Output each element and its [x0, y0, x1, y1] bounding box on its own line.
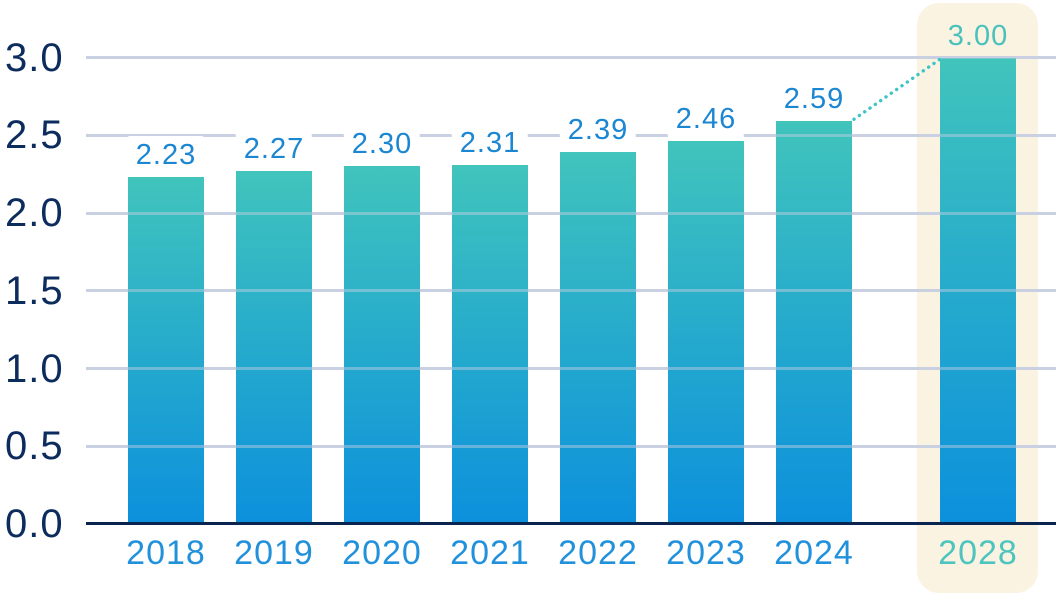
x-label-2022: 2022 [558, 534, 638, 572]
x-label-2023: 2023 [666, 534, 746, 572]
bar-2024 [776, 121, 852, 524]
value-label-2024: 2.59 [775, 80, 853, 120]
gridline-overlay-3.0 [86, 56, 1056, 59]
bar-2022 [560, 152, 636, 524]
value-label-2022: 2.39 [559, 111, 637, 151]
y-tick-3.0: 3.0 [5, 35, 64, 80]
bar-2018 [128, 177, 204, 524]
value-label-2019: 2.27 [235, 130, 313, 169]
y-tick-1.0: 1.0 [5, 346, 64, 391]
gridline-overlay-1.5 [86, 289, 1056, 293]
y-tick-2.0: 2.0 [5, 191, 64, 235]
value-label-2028: 3.00 [947, 19, 1009, 52]
gridline-overlay-2.0 [86, 211, 1056, 215]
y-tick-0.5: 0.5 [5, 424, 64, 469]
x-label-2024: 2024 [774, 534, 854, 572]
y-tick-0.0: 0.0 [5, 502, 64, 546]
x-label-2019: 2019 [234, 534, 314, 572]
bar-2019 [236, 171, 312, 524]
x-label-2028: 2028 [938, 534, 1018, 572]
value-label-2021: 2.31 [451, 123, 529, 163]
gridline-3.0 [86, 56, 1056, 59]
value-label-2018: 2.23 [127, 136, 205, 176]
x-axis-line [86, 522, 1056, 525]
y-tick-1.5: 1.5 [5, 268, 64, 313]
gridline-overlay-0.5 [86, 444, 1056, 448]
bar-2028 [940, 57, 1016, 524]
value-label-2020: 2.30 [343, 125, 421, 165]
bar-2023 [668, 141, 744, 524]
bar-2020 [344, 166, 420, 524]
bar-2021 [452, 164, 528, 524]
x-label-2020: 2020 [342, 534, 422, 572]
x-label-2018: 2018 [126, 534, 206, 572]
x-label-2021: 2021 [450, 534, 530, 572]
y-tick-2.5: 2.5 [5, 113, 64, 158]
value-label-2023: 2.46 [667, 100, 745, 140]
gridline-overlay-1.0 [86, 367, 1056, 370]
